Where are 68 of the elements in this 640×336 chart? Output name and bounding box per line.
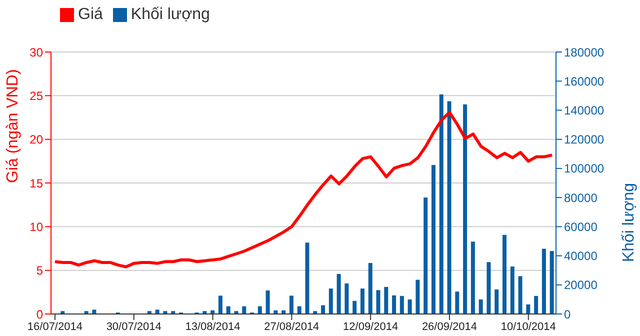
y-tick-label: 15 — [30, 176, 44, 190]
x-tick-label: 16/07/2014 — [27, 320, 82, 333]
y2-tick-label: 40000 — [564, 249, 598, 264]
y2-tick-label: 0 — [564, 307, 571, 322]
y2-axis-title: Khối lượng — [620, 183, 638, 262]
bar — [218, 296, 222, 314]
bar — [336, 274, 341, 314]
legend-label: Khối lượng — [130, 6, 210, 23]
bar — [155, 310, 160, 314]
y-tick-label: 30 — [30, 45, 44, 60]
bar — [510, 266, 514, 314]
bar — [360, 288, 364, 314]
bar — [305, 242, 310, 314]
bar — [226, 306, 230, 314]
y-tick-label: 5 — [36, 264, 44, 278]
bar — [321, 305, 326, 314]
bar — [408, 299, 412, 314]
y2-tick-label: 80000 — [564, 190, 598, 205]
bar — [376, 290, 380, 314]
x-tick-label: 30/07/2014 — [106, 320, 162, 333]
y-tick-label: 0 — [36, 307, 44, 322]
bar — [470, 242, 475, 314]
bar — [242, 306, 246, 314]
x-tick-label: 12/09/2014 — [343, 320, 398, 333]
y2-tick-label: 100000 — [564, 162, 604, 176]
bar — [447, 101, 452, 314]
bar — [455, 292, 460, 314]
bar — [431, 164, 436, 314]
y-tick-label: 10 — [30, 220, 44, 234]
bar — [486, 262, 491, 314]
y2-tick-label: 140000 — [564, 103, 604, 118]
bar — [534, 296, 538, 314]
bar — [384, 286, 388, 314]
y-tick-label: 25 — [30, 88, 44, 103]
y2-tick-label: 180000 — [564, 45, 604, 60]
bar — [258, 306, 262, 314]
bar — [439, 94, 444, 314]
bar — [289, 296, 294, 314]
bar — [328, 288, 333, 314]
bar — [400, 296, 404, 314]
bar — [92, 310, 96, 314]
bar — [463, 104, 468, 314]
y2-tick-label: 60000 — [564, 220, 598, 234]
bar — [494, 289, 499, 314]
y2-tick-label: 20000 — [564, 278, 598, 292]
bar — [392, 295, 396, 314]
bar — [368, 263, 372, 314]
bar — [542, 248, 546, 314]
bar — [297, 306, 302, 314]
legend-label: Giá — [78, 6, 103, 23]
bar — [416, 280, 420, 314]
bar — [518, 276, 522, 314]
y2-tick-label: 160000 — [564, 74, 604, 88]
x-tick-label: 27/08/2014 — [264, 320, 320, 333]
line-series — [53, 110, 554, 268]
x-tick-label: 13/08/2014 — [185, 320, 240, 333]
bar — [526, 304, 530, 314]
y-tick-label: 20 — [30, 132, 44, 147]
bar — [424, 198, 428, 314]
x-tick-label: 26/09/2014 — [422, 320, 478, 333]
bar — [344, 283, 349, 314]
bar — [266, 290, 270, 314]
bar — [478, 299, 483, 314]
x-tick-label: 10/10/2014 — [500, 320, 556, 333]
bar — [352, 300, 357, 314]
y-axis-title: Giá (ngàn VND) — [4, 69, 22, 183]
y2-tick-label: 120000 — [564, 132, 604, 147]
bar — [502, 234, 506, 314]
